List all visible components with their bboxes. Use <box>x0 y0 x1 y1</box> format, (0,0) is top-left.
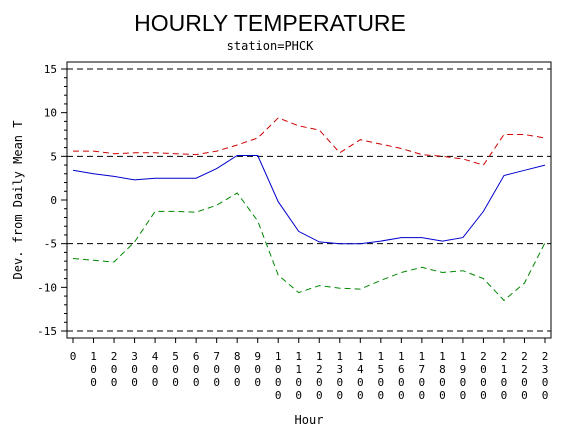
series-lines <box>72 117 546 302</box>
series-line-upper <box>73 117 546 166</box>
x-axis-label: Hour <box>295 413 324 427</box>
series-line-mean <box>72 155 546 245</box>
chart-subtitle: station=PHCK <box>227 39 314 53</box>
plot-frame <box>66 61 552 339</box>
y-tick-label: -5 <box>44 238 57 251</box>
y-tick-label: -15 <box>37 325 57 338</box>
y-axis: -15 -10 -5 0 5 10 15 <box>37 63 67 338</box>
y-tick-label: 10 <box>44 107 57 120</box>
x-axis: 0 1 0 0 2 0 0 3 0 0 4 0 0 5 0 0 6 0 0 7 0 0 8 0 0 9 0 0 1 0 0 0 1 1 0 0 1 2 0 0… <box>70 338 549 402</box>
y-tick-label: -10 <box>37 281 57 294</box>
y-axis-label: Dev. from Daily Mean T <box>11 121 25 280</box>
reference-lines <box>67 68 551 332</box>
series-line-lower <box>72 192 546 302</box>
chart-title: HOURLY TEMPERATURE <box>134 10 406 36</box>
x-tick-label: 0 <box>70 350 77 363</box>
y-tick-label: 0 <box>50 194 57 207</box>
y-tick-label: 5 <box>50 150 57 163</box>
y-tick-label: 15 <box>44 63 57 76</box>
